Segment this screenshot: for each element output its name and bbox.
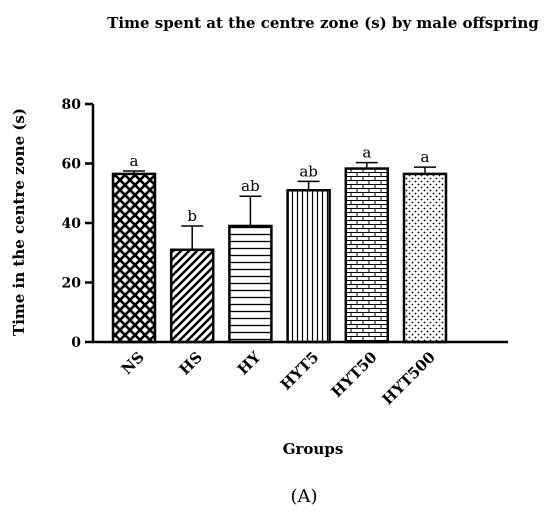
significance-label-hyt5: ab bbox=[299, 162, 318, 180]
bar-hyt50 bbox=[344, 167, 390, 344]
x-tick-label-hs: HS bbox=[176, 348, 206, 378]
x-tick-label-hy: HY bbox=[234, 348, 265, 379]
y-axis-label: Time in the centre zone (s) bbox=[10, 108, 28, 336]
y-axis-ticks: 0 20 40 60 80 bbox=[62, 97, 93, 351]
bar-ns bbox=[111, 172, 157, 344]
significance-label-hyt50: a bbox=[362, 144, 371, 162]
bar-hyt500 bbox=[402, 172, 448, 344]
y-tick-label: 0 bbox=[71, 335, 81, 351]
chart-title: Time spent at the centre zone (s) by mal… bbox=[107, 14, 539, 32]
significance-label-hy: ab bbox=[241, 177, 260, 195]
y-tick-label: 60 bbox=[62, 157, 82, 173]
significance-label-hyt500: a bbox=[421, 148, 430, 166]
significance-label-hs: b bbox=[187, 207, 197, 225]
significance-label-ns: a bbox=[130, 152, 139, 170]
y-tick-label: 80 bbox=[62, 97, 82, 113]
x-tick-label-hyt500: HYT500 bbox=[378, 348, 438, 408]
panel-label: (A) bbox=[290, 486, 317, 507]
x-tick-label-hyt5: HYT5 bbox=[277, 348, 323, 394]
bar-hs bbox=[169, 248, 215, 344]
bar-hyt5 bbox=[286, 189, 331, 344]
y-tick-label: 20 bbox=[62, 276, 82, 292]
x-axis-label: Groups bbox=[283, 440, 344, 458]
bar-hy bbox=[228, 224, 273, 344]
y-tick-label: 40 bbox=[62, 216, 82, 232]
x-tick-label-hyt50: HYT50 bbox=[328, 348, 381, 401]
x-tick-label-ns: NS bbox=[118, 348, 148, 378]
